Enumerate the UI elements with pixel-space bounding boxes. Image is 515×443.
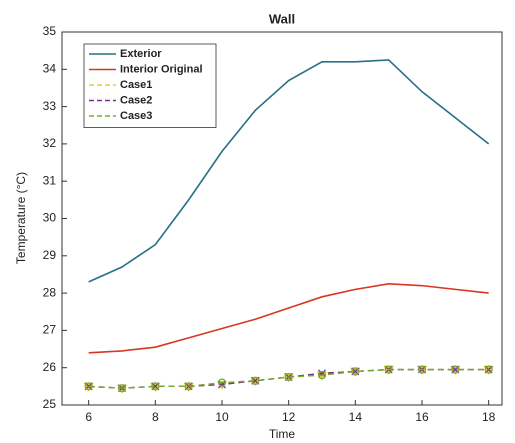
marker <box>484 365 493 374</box>
x-tick-label: 16 <box>415 410 429 424</box>
marker <box>317 371 327 380</box>
legend-box <box>83 43 217 128</box>
series-line <box>88 59 490 283</box>
marker <box>217 378 227 387</box>
legend-label: Case3 <box>120 110 152 122</box>
y-axis-label: Temperature (°C) <box>14 172 28 264</box>
series-line <box>88 282 489 354</box>
marker <box>84 382 93 391</box>
x-tick-label: 6 <box>85 410 92 424</box>
y-tick-label: 30 <box>43 211 57 225</box>
y-tick-label: 26 <box>43 360 57 374</box>
marker <box>151 382 160 391</box>
y-tick-label: 34 <box>43 61 57 75</box>
x-tick-label: 18 <box>482 410 496 424</box>
marker <box>251 376 260 385</box>
y-tick-label: 35 <box>43 24 57 38</box>
marker <box>351 367 360 376</box>
x-tick-label: 8 <box>152 410 159 424</box>
x-tick-label: 10 <box>215 410 229 424</box>
legend-label: Interior Original <box>120 63 203 75</box>
legend-label: Exterior <box>120 48 162 60</box>
x-tick-label: 14 <box>349 410 363 424</box>
y-tick-label: 29 <box>43 248 57 262</box>
legend: Exterior Interior Original Case1 Case2 Case3 <box>83 43 217 128</box>
marker <box>384 365 393 374</box>
marker <box>284 372 293 382</box>
y-tick-label: 25 <box>43 397 57 411</box>
marker <box>218 380 226 389</box>
legend-label: Case1 <box>120 79 152 91</box>
marker <box>117 384 127 393</box>
x-tick-label: 12 <box>282 410 296 424</box>
x-axis-label: Time <box>269 427 296 441</box>
y-tick-label: 33 <box>43 99 57 113</box>
chart-title: Wall <box>269 11 295 26</box>
marker <box>451 365 460 374</box>
series-line <box>88 368 489 389</box>
marker <box>184 382 193 391</box>
y-tick-label: 31 <box>43 173 57 187</box>
y-tick-label: 28 <box>43 285 57 299</box>
marker <box>417 365 427 374</box>
y-tick-label: 32 <box>43 136 57 150</box>
legend-label: Case2 <box>120 94 152 106</box>
y-tick-label: 27 <box>43 323 57 337</box>
